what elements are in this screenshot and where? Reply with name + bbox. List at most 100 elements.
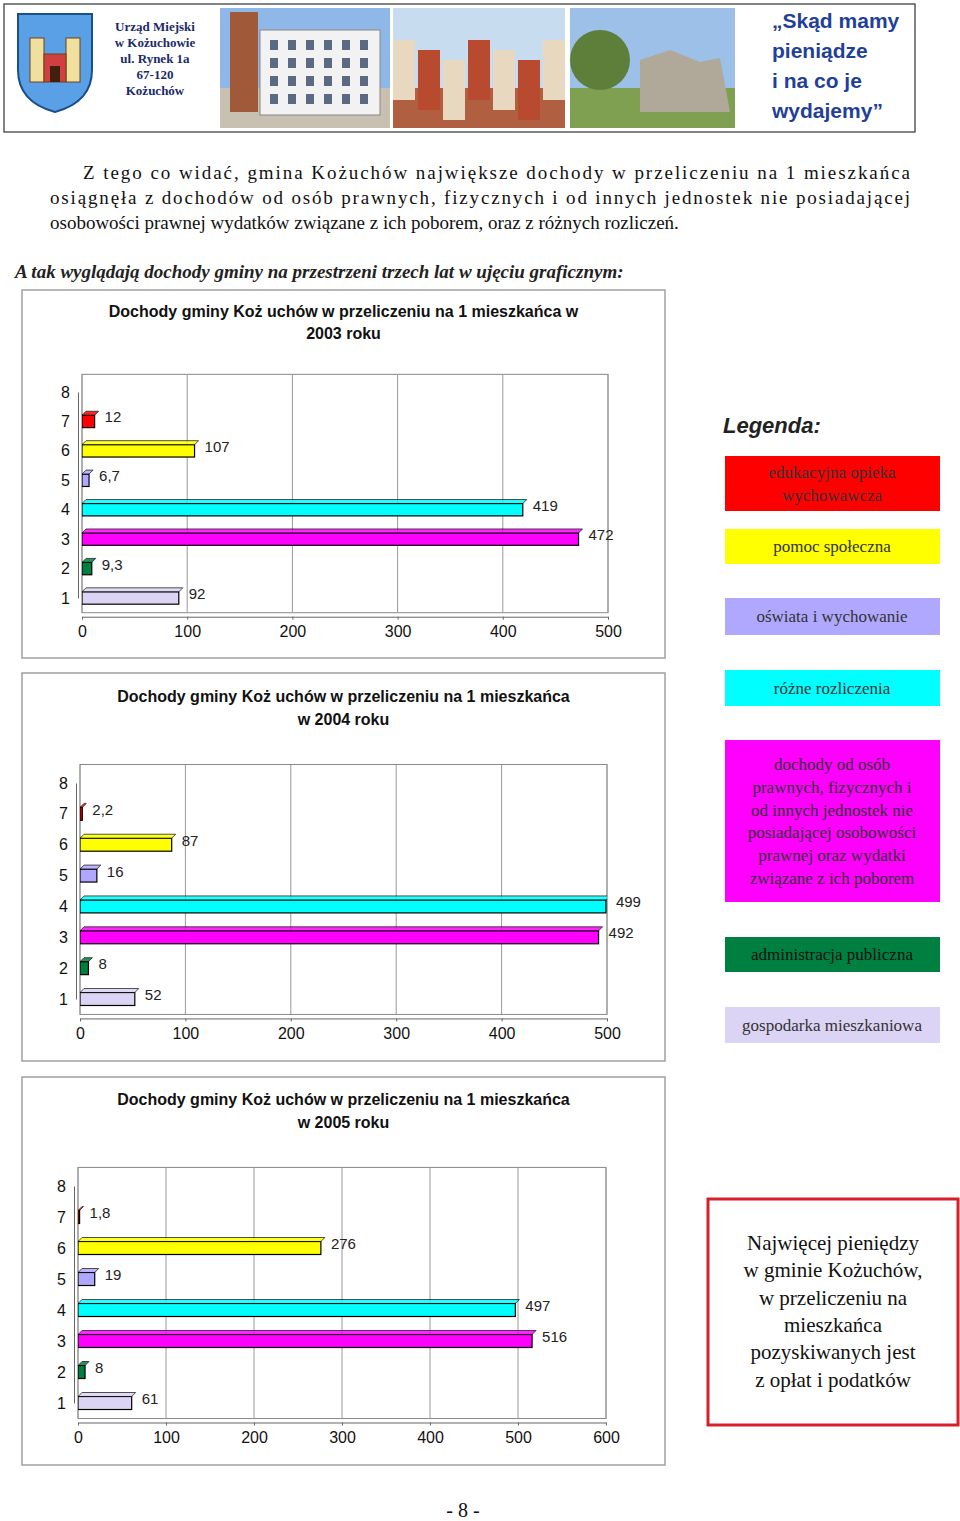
data-label: 16	[107, 863, 124, 880]
data-label: 107	[205, 438, 230, 455]
legend-label: od innych jednostek nie	[751, 801, 913, 820]
y-tick: 2	[59, 960, 76, 977]
y-tick-label: 1	[57, 1395, 66, 1412]
chart: Dochody gminy Koż uchów w przeliczeniu n…	[22, 673, 665, 1061]
y-tick: 4	[61, 501, 78, 518]
legend-swatch	[725, 937, 940, 972]
data-label: 6,7	[99, 467, 120, 484]
bar	[82, 415, 95, 427]
photo-window	[324, 94, 332, 104]
x-tick-mark	[430, 1423, 431, 1426]
x-tick-mark	[396, 1018, 397, 1021]
bar	[80, 931, 599, 944]
grid	[78, 1167, 606, 1418]
photo-sky	[570, 8, 735, 128]
bar-top	[82, 558, 96, 562]
y-axis: 12345678	[57, 1178, 74, 1412]
x-tick-mark	[398, 617, 399, 620]
legend-swatch	[725, 670, 940, 706]
x-tick-mark	[292, 617, 293, 620]
y-tick-label: 5	[61, 472, 70, 489]
tower	[30, 38, 44, 82]
x-tick-mark	[166, 1423, 167, 1426]
x-tick-label: 0	[76, 1025, 85, 1042]
photo-window	[288, 40, 296, 50]
legend-label: prawnej oraz wydatki	[758, 846, 906, 865]
data-label: 19	[105, 1266, 122, 1283]
bar-top	[78, 1269, 99, 1273]
data-label: 419	[533, 497, 558, 514]
header-title: i na co je	[772, 69, 862, 92]
page: Urząd Miejskiw Kożuchowieul. Rynek 1a67-…	[0, 0, 960, 1521]
x-tick: 0	[76, 1018, 85, 1041]
y-tick: 1	[57, 1395, 74, 1412]
x-tick-mark	[518, 1423, 519, 1426]
data-label: 61	[142, 1390, 159, 1407]
x-tick: 500	[595, 617, 622, 640]
photo-window	[288, 58, 296, 68]
intro: Z tego co widać, gmina Kożuchów najwięks…	[14, 162, 911, 282]
bar	[82, 592, 179, 604]
x-axis: 0100200300400500600	[74, 1423, 620, 1446]
x-tick: 500	[594, 1018, 621, 1041]
x-tick: 100	[153, 1423, 180, 1446]
bar-top	[82, 470, 93, 474]
x-tick-mark	[187, 617, 188, 620]
plot-wall	[82, 374, 608, 612]
y-axis-line	[76, 784, 77, 1000]
grid-line	[80, 764, 81, 1014]
x-tick-mark	[607, 1018, 608, 1021]
caption: A tak wyglądają dochody gminy na przestr…	[14, 261, 624, 282]
y-tick-label: 8	[59, 775, 68, 792]
x-tick-mark	[80, 1018, 81, 1021]
y-tick: 8	[57, 1178, 74, 1195]
photo-window	[270, 94, 278, 104]
note-line: pozyskiwanych jest	[750, 1340, 915, 1364]
grid-line	[290, 764, 291, 1014]
legend-swatch	[725, 529, 940, 564]
photo-window	[288, 94, 296, 104]
grid-line	[187, 374, 188, 612]
photo-window	[270, 40, 278, 50]
chart-frame	[22, 1077, 665, 1465]
grid	[80, 764, 607, 1014]
grid-line	[82, 374, 83, 612]
chart-title: w 2004 roku	[297, 711, 390, 728]
data-label: 12	[105, 408, 122, 425]
bar-top	[78, 1393, 136, 1397]
bar-top	[80, 989, 139, 993]
x-tick: 300	[329, 1423, 356, 1446]
x-tick-mark	[502, 1018, 503, 1021]
chart-title: Dochody gminy Koż uchów w przeliczeniu n…	[117, 1091, 570, 1108]
tower	[66, 38, 80, 82]
photo-window	[360, 76, 368, 86]
x-tick: 400	[417, 1423, 444, 1446]
bar	[80, 993, 135, 1006]
x-tick-label: 100	[173, 1025, 200, 1042]
legend-label: prawnych, fizycznych i	[752, 778, 911, 797]
y-tick: 5	[61, 472, 78, 489]
bar-top	[82, 529, 583, 533]
x-tick-label: 400	[490, 623, 517, 640]
x-tick-mark	[254, 1423, 255, 1426]
photo-ruin	[640, 50, 730, 112]
bar	[82, 504, 523, 516]
x-tick-label: 100	[153, 1429, 180, 1446]
x-tick: 600	[593, 1423, 620, 1446]
bar	[78, 1335, 532, 1348]
legend-label: związane z ich poborem	[750, 869, 915, 888]
note-line: z opłat i podatków	[755, 1368, 912, 1392]
y-tick: 1	[61, 590, 78, 607]
legend-label: administracja publiczna	[751, 945, 913, 964]
bar-top	[80, 865, 101, 869]
bar	[82, 533, 579, 545]
x-tick: 100	[173, 1018, 200, 1041]
grid-line	[342, 1167, 343, 1418]
y-tick: 6	[57, 1240, 74, 1257]
x-tick: 500	[505, 1423, 532, 1446]
photo	[570, 8, 735, 128]
x-tick-label: 200	[278, 1025, 305, 1042]
x-tick-label: 500	[594, 1025, 621, 1042]
y-tick: 5	[57, 1271, 74, 1288]
y-tick: 1	[59, 991, 76, 1008]
